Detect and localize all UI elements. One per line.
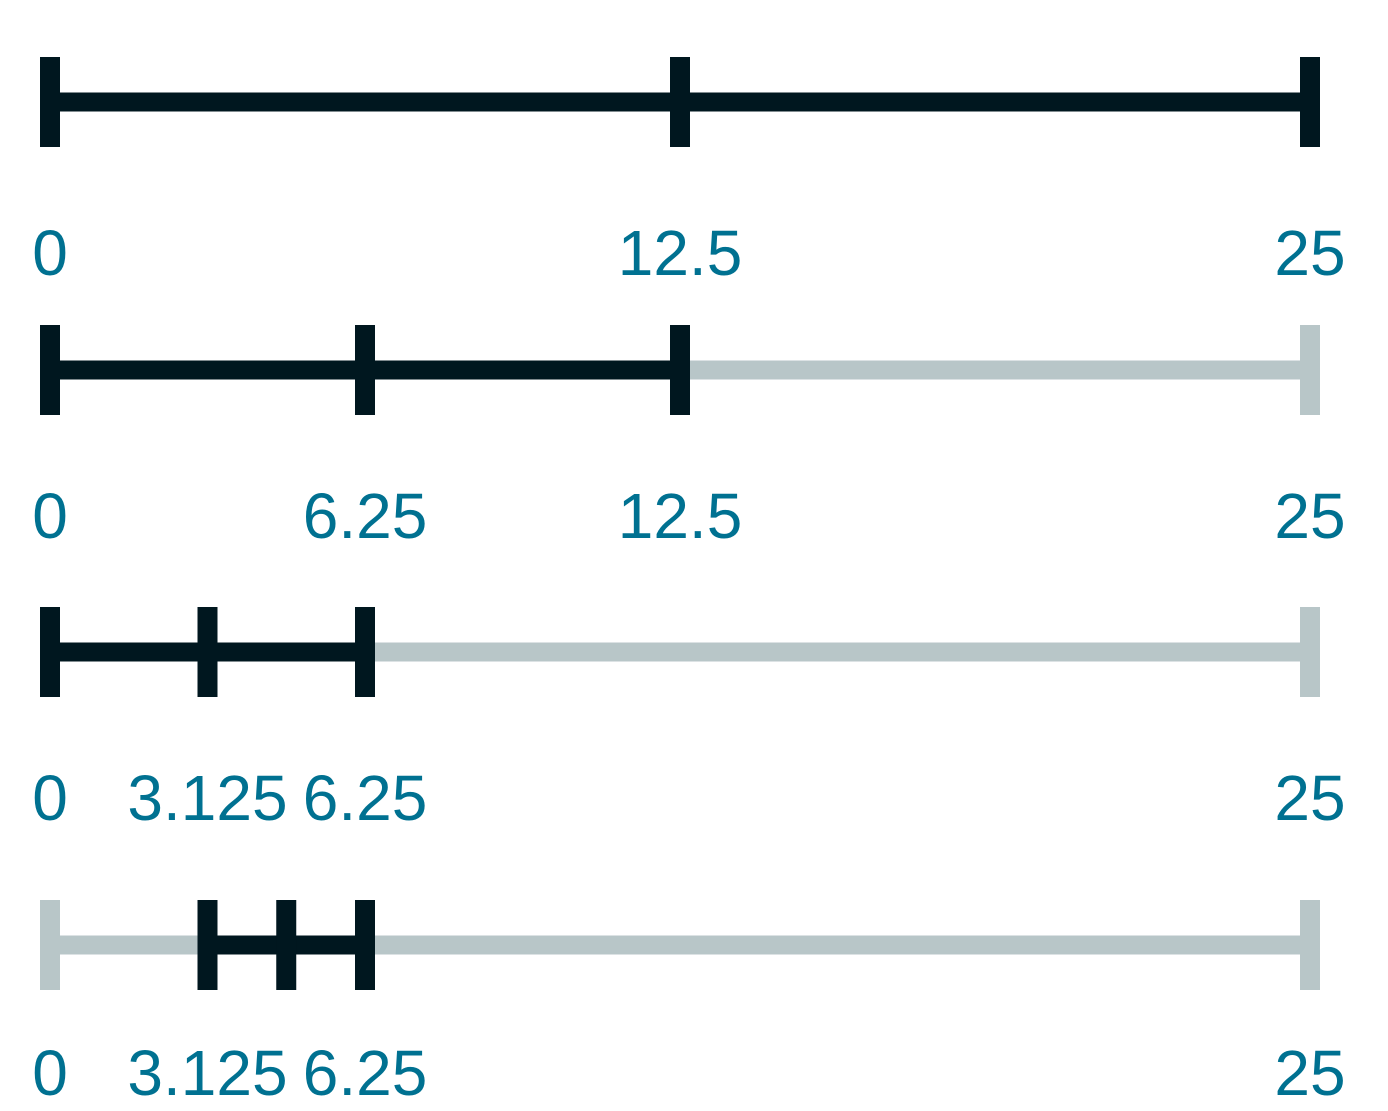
tick-label: 25 [1274,480,1345,552]
tick-label: 6.25 [303,762,428,834]
tick-mark [355,325,375,415]
tick-mark [1300,325,1320,415]
tick-mark [670,57,690,147]
tick-mark [355,900,375,990]
tick-mark [197,607,218,697]
tick-mark [40,57,60,147]
tick-label: 25 [1274,217,1345,289]
tick-label: 25 [1274,1037,1345,1109]
tick-mark [1300,57,1320,147]
tick-label: 3.125 [127,1037,287,1109]
tick-mark [276,900,297,990]
tick-mark [355,607,375,697]
tick-label: 0 [32,762,68,834]
tick-mark [40,900,60,990]
tick-mark [1300,900,1320,990]
tick-label: 12.5 [618,480,743,552]
tick-mark [40,607,60,697]
tick-mark [197,900,218,990]
tick-label: 0 [32,1037,68,1109]
tick-label: 12.5 [618,217,743,289]
tick-label: 6.25 [303,480,428,552]
tick-label: 3.125 [127,762,287,834]
tick-label: 25 [1274,762,1345,834]
tick-mark [670,325,690,415]
tick-label: 6.25 [303,1037,428,1109]
tick-label: 0 [32,480,68,552]
tick-mark [40,325,60,415]
tick-mark [1300,607,1320,697]
tick-label: 0 [32,217,68,289]
